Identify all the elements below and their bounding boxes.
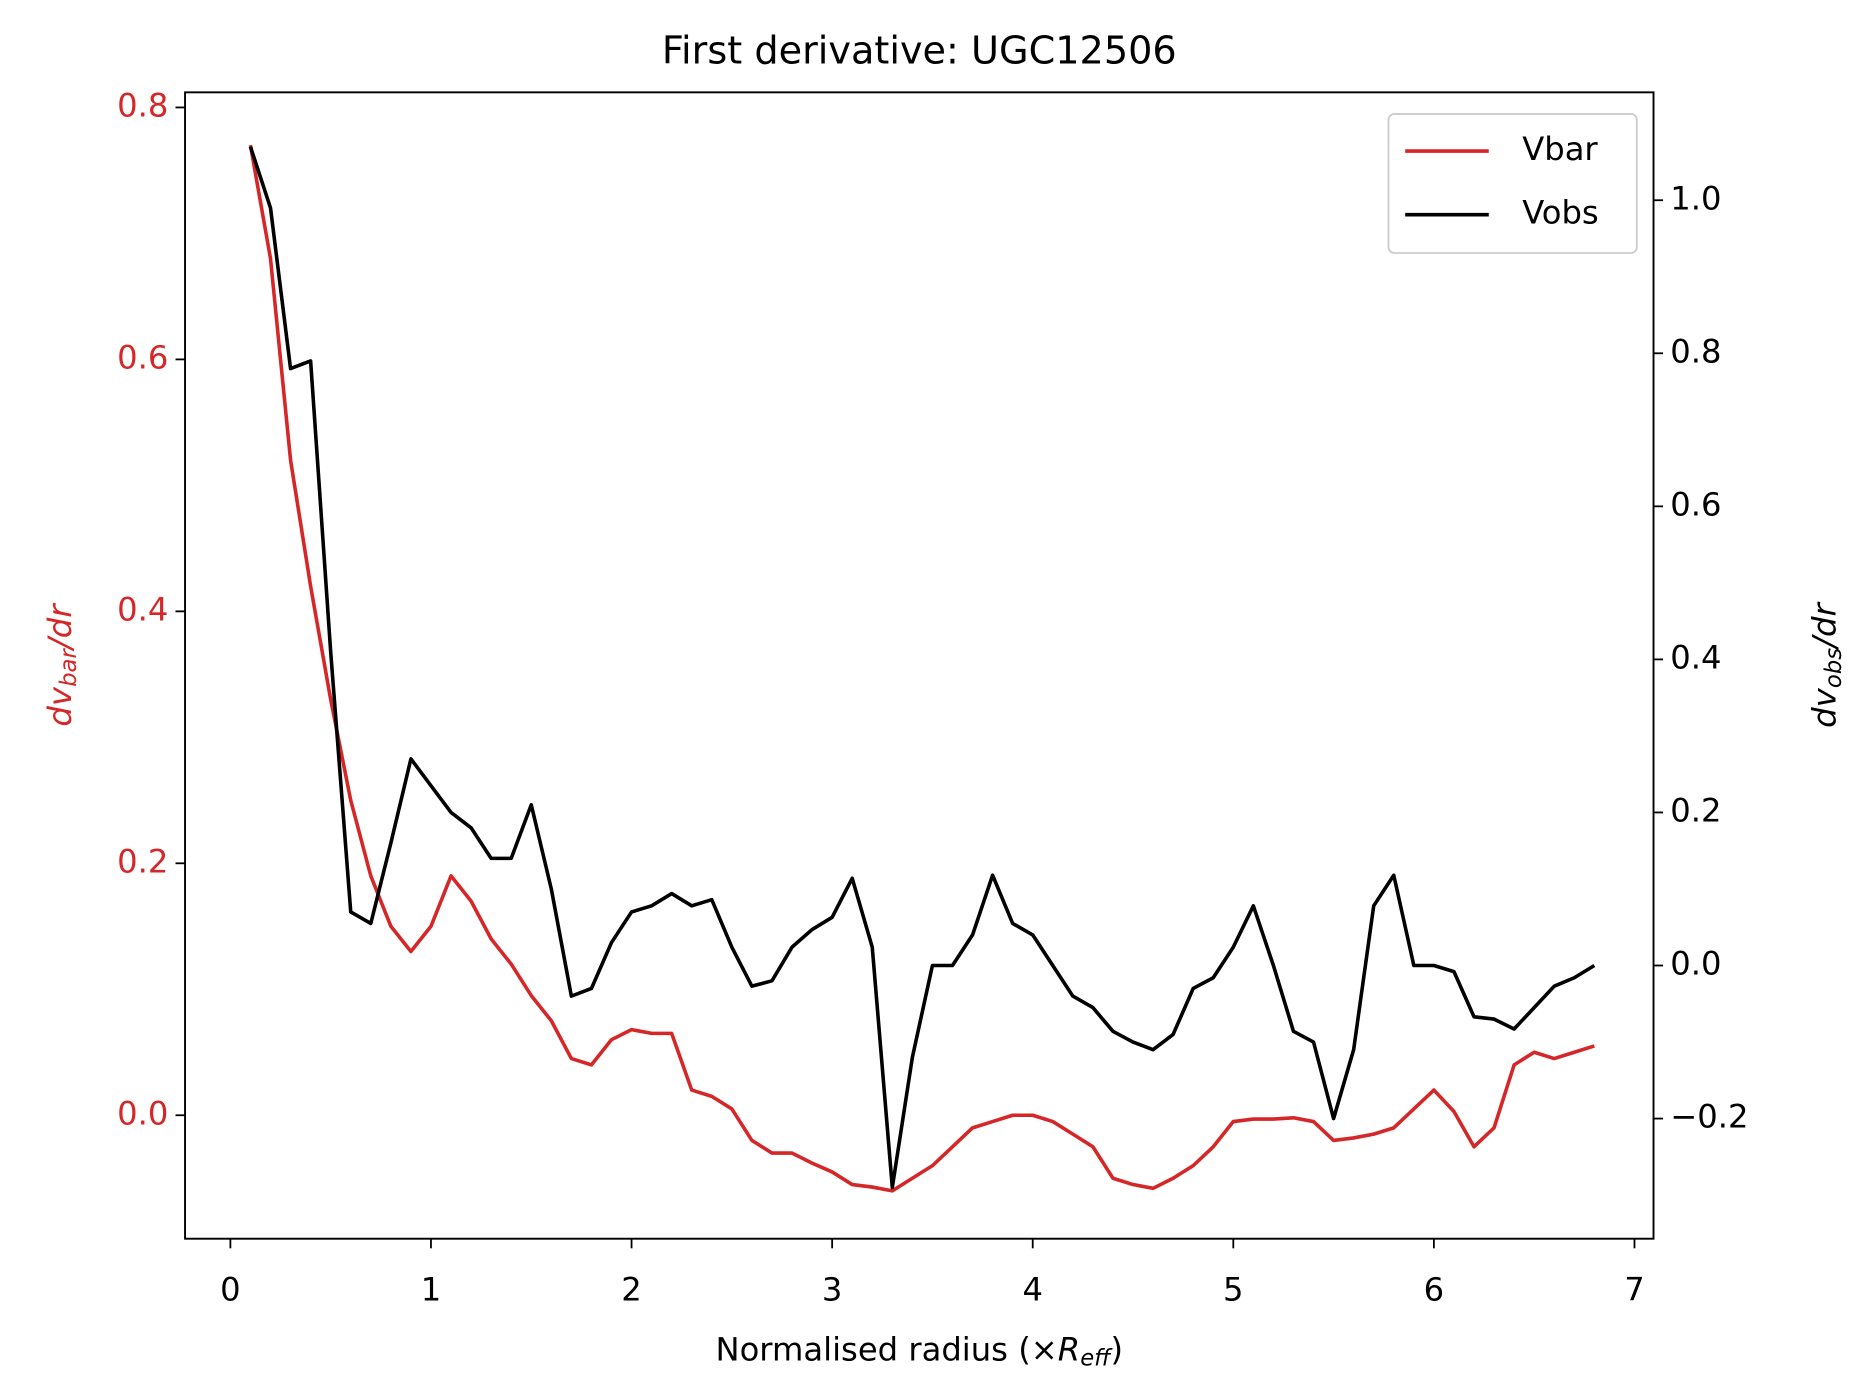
x-tick-label: 4 bbox=[1022, 1270, 1043, 1308]
axis-label-part: R bbox=[1058, 1330, 1080, 1368]
axis-label-part: /dr bbox=[1806, 601, 1844, 650]
axis-label: Normalised radius (×Reff) bbox=[715, 1330, 1123, 1371]
x-tick-label: 2 bbox=[621, 1270, 642, 1308]
axis-label-part: eff bbox=[1080, 1345, 1113, 1371]
chart-title: First derivative: UGC12506 bbox=[662, 28, 1177, 73]
x-tick-label: 0 bbox=[220, 1270, 241, 1308]
axis-label-part: dv bbox=[41, 686, 79, 727]
axis-label: dvbar/dr bbox=[41, 603, 82, 727]
y-tick-label: 0.6 bbox=[117, 338, 168, 376]
y-tick-label: 0.8 bbox=[117, 86, 168, 124]
y2-tick-label: 0.0 bbox=[1670, 944, 1721, 982]
axis-label: dvobs/dr bbox=[1806, 601, 1847, 727]
legend-box bbox=[1387, 113, 1638, 254]
data-line bbox=[248, 144, 1595, 1193]
y2-tick-label: 0.4 bbox=[1670, 638, 1721, 676]
axis-label-part: dv bbox=[1806, 687, 1844, 728]
x-tick-label: 3 bbox=[822, 1270, 843, 1308]
x-tick-label: 5 bbox=[1223, 1270, 1244, 1308]
y-tick-label: 0.2 bbox=[117, 842, 168, 880]
y2-tick-label: 1.0 bbox=[1670, 179, 1721, 217]
plot-frame bbox=[184, 91, 1655, 1240]
axis-label-part: Normalised radius (× bbox=[715, 1330, 1057, 1368]
legend-label: Vobs bbox=[1522, 194, 1599, 232]
legend-label: Vbar bbox=[1522, 130, 1598, 168]
y2-tick-label: 0.6 bbox=[1670, 485, 1721, 523]
y2-tick-label: 0.8 bbox=[1670, 332, 1721, 370]
x-tick-label: 6 bbox=[1424, 1270, 1445, 1308]
y2-tick-label: −0.2 bbox=[1670, 1098, 1748, 1136]
axis-label-part: obs bbox=[1820, 648, 1846, 688]
x-tick-label: 7 bbox=[1624, 1270, 1645, 1308]
x-tick-label: 1 bbox=[421, 1270, 442, 1308]
axis-label-part: bar bbox=[56, 648, 82, 687]
axis-label-part: /dr bbox=[41, 603, 79, 652]
axis-label-part: ) bbox=[1111, 1330, 1124, 1368]
y2-tick-label: 0.2 bbox=[1670, 791, 1721, 829]
data-line bbox=[248, 146, 1596, 1190]
y-tick-label: 0.0 bbox=[117, 1094, 168, 1132]
y-tick-label: 0.4 bbox=[117, 590, 168, 628]
